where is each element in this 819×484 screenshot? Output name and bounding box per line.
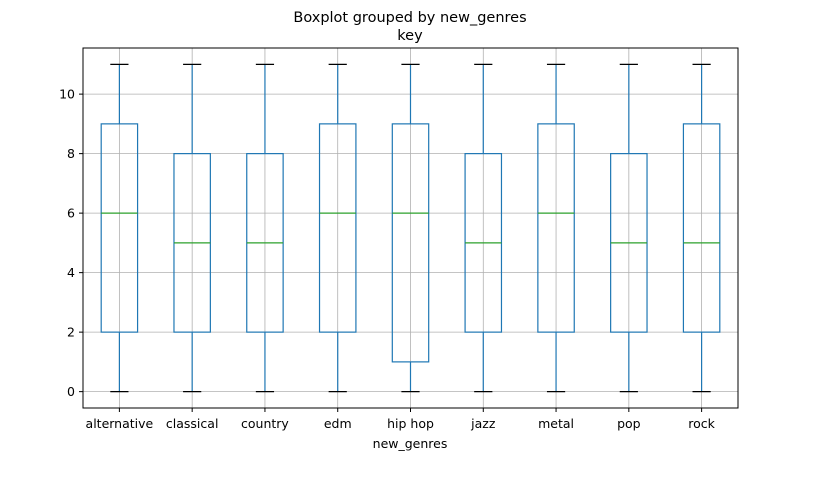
box-rock <box>682 63 721 393</box>
box-edm <box>318 63 357 393</box>
y-tick-label: 10 <box>59 87 75 102</box>
y-tick-label: 8 <box>67 146 75 161</box>
box-classical <box>173 63 211 393</box>
y-tick-label: 0 <box>67 384 75 399</box>
x-axis-label: new_genres <box>373 436 448 451</box>
iqr-box <box>682 123 721 333</box>
iqr-box <box>100 123 139 333</box>
axes: 0 2 4 6 8 10 alternative classical country edm hip… <box>59 87 716 431</box>
chart-title: key <box>397 28 423 44</box>
x-tick-label: jazz <box>470 416 496 431</box>
box-hip-hop <box>391 63 430 393</box>
x-tick-label: rock <box>688 416 715 431</box>
x-tick-label: classical <box>166 416 219 431</box>
y-tick-label: 6 <box>67 206 75 221</box>
box-alternative <box>100 63 139 393</box>
x-tick-label: alternative <box>86 416 154 431</box>
y-tick-label: 2 <box>67 325 75 340</box>
x-tick-label: pop <box>617 416 641 431</box>
iqr-box <box>318 123 357 333</box>
box-jazz <box>464 63 503 393</box>
x-tick-label: metal <box>538 416 574 431</box>
x-tick-label: hip hop <box>387 416 434 431</box>
chart-suptitle: Boxplot grouped by new_genres <box>293 10 526 26</box>
y-tick-label: 4 <box>67 265 75 280</box>
box-metal <box>537 63 575 393</box>
box-pop <box>610 63 648 393</box>
iqr-box <box>391 123 430 363</box>
box-series <box>100 63 721 393</box>
x-tick-label: country <box>241 416 289 431</box>
box-country <box>246 63 284 393</box>
iqr-box <box>537 123 575 333</box>
x-tick-label: edm <box>324 416 352 431</box>
